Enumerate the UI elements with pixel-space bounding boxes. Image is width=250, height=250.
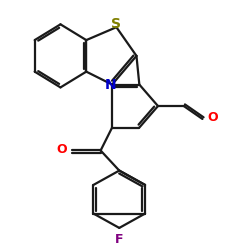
Text: O: O xyxy=(208,111,218,124)
Text: O: O xyxy=(56,142,67,156)
Text: F: F xyxy=(115,233,124,246)
Text: S: S xyxy=(112,17,122,31)
Text: N: N xyxy=(105,78,117,92)
